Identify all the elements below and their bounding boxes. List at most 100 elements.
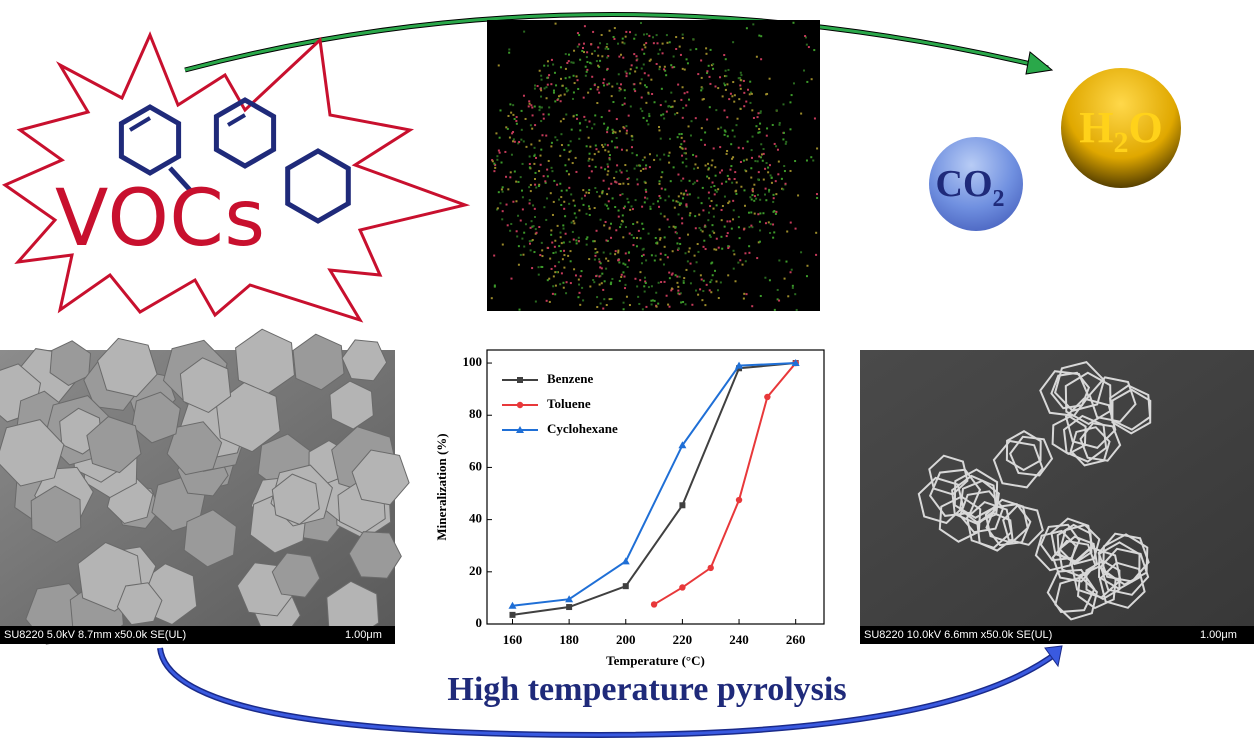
dot bbox=[653, 299, 656, 302]
dot bbox=[670, 289, 673, 292]
dot bbox=[663, 236, 666, 239]
dot bbox=[585, 56, 588, 59]
dot bbox=[723, 133, 726, 136]
dot bbox=[614, 206, 617, 209]
dot bbox=[568, 150, 571, 153]
dot bbox=[620, 223, 623, 226]
dot bbox=[513, 140, 516, 143]
dot bbox=[767, 221, 770, 224]
dot bbox=[614, 131, 617, 134]
crystal bbox=[1070, 546, 1122, 599]
dot bbox=[753, 199, 756, 202]
dot bbox=[807, 46, 810, 49]
dot bbox=[517, 180, 520, 183]
dot bbox=[659, 212, 662, 215]
dot bbox=[559, 154, 562, 157]
dot bbox=[645, 101, 648, 104]
dot bbox=[551, 213, 554, 216]
dot bbox=[622, 301, 625, 304]
point bbox=[735, 496, 743, 504]
dot bbox=[500, 161, 503, 164]
dot bbox=[667, 195, 670, 198]
dot bbox=[813, 117, 816, 120]
dot bbox=[653, 158, 656, 161]
dot bbox=[607, 47, 610, 50]
dot bbox=[575, 75, 578, 78]
dot bbox=[634, 277, 637, 280]
dot bbox=[655, 305, 658, 308]
dot bbox=[674, 274, 677, 277]
dot bbox=[687, 233, 690, 236]
dot bbox=[519, 176, 522, 179]
dot bbox=[572, 91, 575, 94]
dot bbox=[670, 105, 673, 108]
dot bbox=[706, 71, 709, 74]
dot bbox=[689, 48, 692, 51]
dot bbox=[644, 280, 647, 283]
dot bbox=[693, 270, 696, 273]
dot bbox=[677, 83, 680, 86]
dot bbox=[639, 82, 642, 85]
dot bbox=[682, 107, 685, 110]
dot bbox=[619, 53, 622, 56]
legend-label: Cyclohexane bbox=[547, 421, 618, 436]
dot bbox=[702, 245, 705, 248]
dot bbox=[794, 227, 797, 230]
dot bbox=[795, 308, 798, 311]
dot bbox=[737, 215, 740, 218]
dot bbox=[696, 243, 699, 246]
dot bbox=[588, 213, 591, 216]
dot bbox=[594, 165, 597, 168]
dot bbox=[762, 212, 765, 215]
dot bbox=[735, 181, 738, 184]
dot bbox=[774, 180, 777, 183]
dot bbox=[558, 245, 561, 248]
dot bbox=[539, 87, 542, 90]
dot bbox=[553, 71, 556, 74]
point bbox=[566, 604, 573, 611]
dot bbox=[607, 165, 610, 168]
dot bbox=[506, 224, 509, 227]
dot bbox=[599, 59, 602, 62]
crystal bbox=[351, 449, 410, 506]
dot bbox=[775, 145, 778, 148]
dot bbox=[550, 141, 553, 144]
dot bbox=[685, 104, 688, 107]
dot bbox=[710, 262, 713, 265]
dot bbox=[634, 90, 637, 93]
h2o-sub: 2 bbox=[1114, 126, 1129, 159]
dot bbox=[709, 48, 712, 51]
dot bbox=[493, 284, 496, 287]
dot bbox=[606, 193, 609, 196]
dot bbox=[531, 127, 534, 130]
dot bbox=[675, 232, 678, 235]
dot bbox=[629, 31, 632, 34]
dot bbox=[604, 220, 607, 223]
dot bbox=[685, 58, 688, 61]
dot bbox=[758, 128, 761, 131]
dot bbox=[681, 222, 684, 225]
dot bbox=[629, 105, 632, 108]
dot bbox=[772, 193, 775, 196]
dot bbox=[601, 55, 604, 58]
dot bbox=[515, 180, 518, 183]
molecules bbox=[118, 97, 351, 224]
dot bbox=[734, 190, 737, 193]
dot bbox=[680, 202, 683, 205]
dot bbox=[528, 162, 531, 165]
dot bbox=[707, 167, 710, 170]
dot bbox=[747, 88, 750, 91]
dot bbox=[501, 210, 504, 213]
dot bbox=[677, 173, 680, 176]
dot bbox=[541, 249, 544, 252]
dot bbox=[642, 63, 645, 66]
dot bbox=[587, 205, 590, 208]
dot bbox=[743, 189, 746, 192]
dot bbox=[621, 41, 624, 44]
dot bbox=[651, 93, 654, 96]
dot bbox=[546, 83, 549, 86]
dot bbox=[529, 226, 532, 229]
dot bbox=[561, 258, 564, 261]
dot bbox=[710, 164, 713, 167]
dot bbox=[708, 234, 711, 237]
